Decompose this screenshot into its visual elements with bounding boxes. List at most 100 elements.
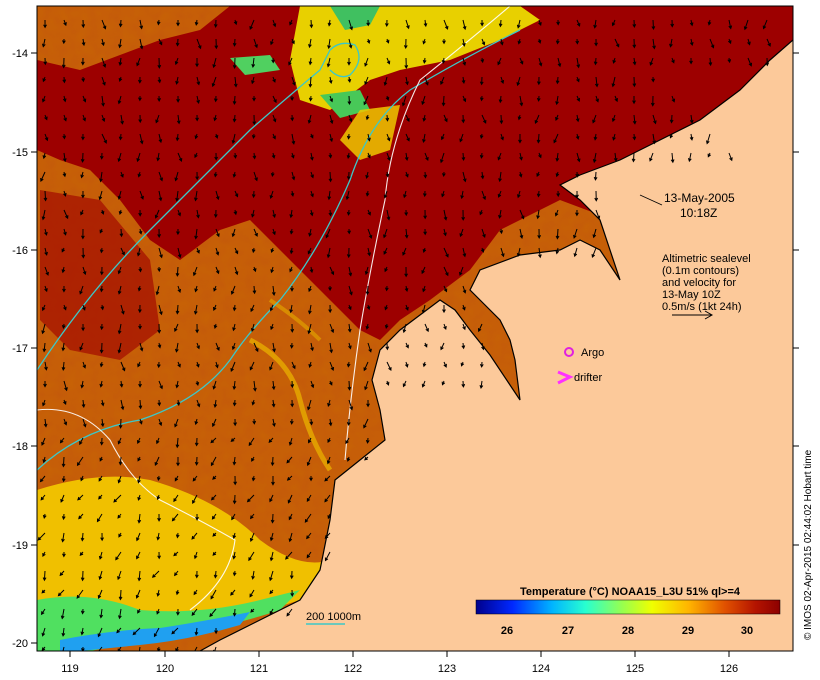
velocity-arrow [137, 456, 141, 462]
velocity-arrow [346, 152, 351, 160]
velocity-arrow [61, 323, 66, 330]
velocity-arrow [41, 38, 46, 48]
y-tick-label: -15 [12, 147, 28, 159]
velocity-arrow [555, 228, 560, 240]
velocity-arrow [612, 133, 616, 141]
velocity-arrow [290, 190, 295, 197]
velocity-arrow [594, 76, 599, 88]
velocity-arrow [289, 228, 294, 235]
velocity-arrow [62, 38, 66, 45]
velocity-arrow [171, 513, 179, 522]
velocity-arrow [136, 437, 141, 445]
velocity-arrow [631, 152, 636, 163]
velocity-arrow [440, 133, 445, 141]
velocity-arrow [195, 171, 200, 181]
velocity-arrow [422, 57, 427, 64]
velocity-arrow [81, 399, 86, 409]
velocity-arrow [555, 247, 560, 255]
velocity-arrow [194, 627, 199, 636]
velocity-arrow [139, 190, 144, 200]
velocity-arrow [234, 266, 239, 276]
velocity-arrow [250, 608, 255, 613]
map-frame [36, 5, 794, 652]
velocity-arrow [156, 646, 161, 651]
velocity-arrow [441, 95, 446, 107]
velocity-arrow [98, 494, 103, 500]
velocity-arrow [137, 570, 142, 582]
velocity-arrow [41, 589, 46, 594]
velocity-arrow [459, 266, 464, 276]
velocity-arrow [234, 247, 239, 255]
velocity-arrow [366, 399, 370, 408]
velocity-arrow [289, 570, 294, 580]
velocity-scale-arrow [672, 310, 714, 320]
velocity-arrow [649, 152, 654, 162]
velocity-arrow [538, 152, 542, 159]
velocity-arrow [687, 152, 692, 163]
velocity-arrow [63, 209, 69, 220]
velocity-arrow [346, 418, 351, 427]
cool-blue-band [60, 612, 250, 651]
velocity-arrow [441, 380, 446, 386]
velocity-arrow [61, 456, 66, 468]
velocity-arrow [404, 57, 409, 69]
north-yellow-patch [340, 105, 400, 160]
hot-water-patch [40, 190, 160, 360]
velocity-arrow [61, 475, 66, 483]
velocity-arrow [191, 608, 198, 616]
velocity-arrow [138, 399, 143, 410]
velocity-arrow [158, 247, 163, 259]
velocity-arrow [440, 342, 445, 351]
velocity-arrow [308, 361, 313, 368]
velocity-arrow [215, 266, 220, 275]
velocity-arrow [307, 399, 312, 411]
velocity-arrow [82, 95, 87, 103]
velocity-arrow [157, 76, 162, 84]
velocity-arrow [173, 551, 179, 557]
velocity-arrow [158, 133, 163, 144]
velocity-arrow [442, 304, 446, 314]
velocity-arrow [139, 418, 143, 425]
velocity-arrow [593, 133, 598, 141]
velocity-arrow [176, 399, 181, 407]
velocity-arrow [290, 285, 294, 292]
velocity-arrow [99, 266, 104, 276]
velocity-arrow [212, 57, 217, 69]
velocity-arrow [536, 190, 541, 198]
velocity-arrow [611, 114, 616, 123]
velocity-arrow [309, 209, 314, 217]
velocity-arrow [249, 19, 255, 31]
velocity-arrow [194, 285, 198, 293]
velocity-arrow [173, 570, 179, 577]
velocity-arrow [328, 418, 333, 427]
velocity-arrow [517, 114, 522, 121]
velocity-arrow [367, 342, 372, 353]
velocity-arrow [62, 95, 67, 103]
velocity-arrow [195, 513, 199, 521]
velocity-arrow [405, 133, 410, 142]
velocity-arrow [269, 551, 274, 562]
velocity-arrow [538, 19, 542, 27]
velocity-arrow [554, 209, 559, 217]
velocity-arrow [403, 38, 408, 50]
velocity-arrow [269, 494, 274, 503]
velocity-arrow [252, 418, 257, 425]
velocity-arrow [308, 304, 312, 315]
velocity-arrow [113, 494, 122, 503]
velocity-arrow [324, 532, 331, 539]
velocity-arrow [329, 361, 335, 371]
velocity-arrow [632, 57, 637, 66]
velocity-arrow [689, 19, 694, 27]
velocity-arrow [118, 532, 122, 538]
velocity-arrow [347, 380, 352, 391]
velocity-arrow [194, 570, 199, 579]
velocity-arrow [346, 133, 351, 140]
sealevel-contour [344, 6, 511, 461]
velocity-arrow [461, 152, 466, 162]
velocity-arrow [576, 152, 581, 163]
velocity-arrow [345, 190, 350, 201]
velocity-arrow [443, 247, 449, 258]
velocity-arrow [81, 76, 86, 83]
velocity-arrow [158, 190, 163, 202]
velocity-arrow [537, 76, 541, 86]
